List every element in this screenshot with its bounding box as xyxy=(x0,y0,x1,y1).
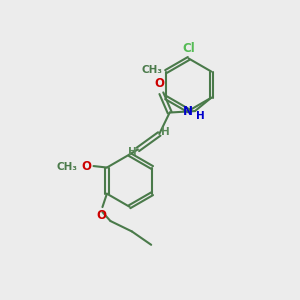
Text: CH₃: CH₃ xyxy=(57,162,78,172)
Text: CH₃: CH₃ xyxy=(141,65,162,75)
Text: H: H xyxy=(161,128,170,137)
Text: N: N xyxy=(183,105,193,118)
Text: O: O xyxy=(81,160,92,172)
Text: O: O xyxy=(154,77,164,90)
Text: H: H xyxy=(128,147,136,158)
Text: H: H xyxy=(196,111,205,122)
Text: Cl: Cl xyxy=(182,42,195,55)
Text: O: O xyxy=(97,209,106,222)
